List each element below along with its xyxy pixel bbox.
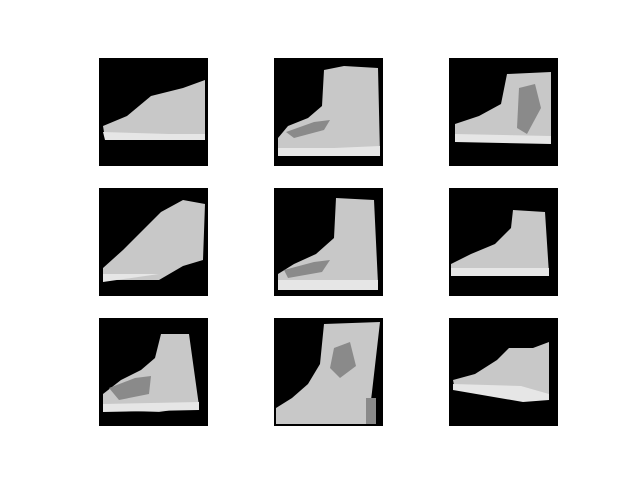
image-cell: [99, 318, 208, 426]
boot-heel: [366, 398, 376, 424]
boot-detail: [109, 376, 151, 400]
image-cell: [99, 188, 208, 296]
boot: [103, 80, 205, 140]
image-cell: [449, 318, 558, 426]
boot-sole: [278, 146, 380, 156]
boot-sole: [103, 402, 199, 412]
image-cell: [274, 58, 383, 166]
boot-sole: [455, 134, 551, 144]
boot-detail: [284, 260, 330, 278]
boot: [451, 210, 549, 274]
boot: [278, 198, 378, 286]
boot-sole: [278, 280, 378, 290]
image-cell: [449, 188, 558, 296]
image-cell: [99, 58, 208, 166]
boot-sole: [103, 132, 205, 140]
boot-detail: [286, 120, 330, 138]
image-cell: [274, 188, 383, 296]
boot-sole: [453, 384, 549, 402]
boot: [276, 322, 380, 424]
image-cell: [449, 58, 558, 166]
boot-sole: [103, 274, 159, 282]
boot-detail: [330, 342, 356, 378]
image-cell: [274, 318, 383, 426]
boot-sole: [451, 268, 549, 276]
boot-detail: [517, 84, 541, 134]
boot: [103, 200, 205, 280]
